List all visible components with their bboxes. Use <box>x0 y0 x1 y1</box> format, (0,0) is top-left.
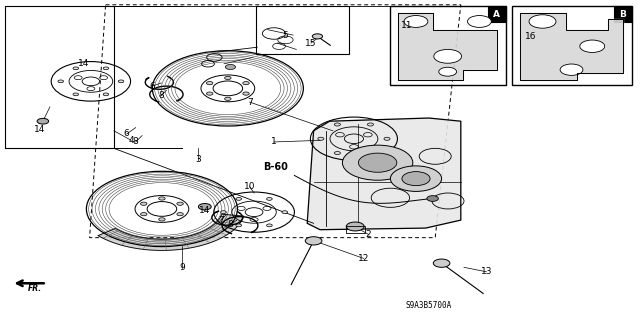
Circle shape <box>439 67 456 76</box>
Circle shape <box>58 80 63 83</box>
Polygon shape <box>398 13 497 80</box>
Bar <box>5 6 114 148</box>
Text: 15: 15 <box>305 39 317 48</box>
Text: 14: 14 <box>199 206 211 215</box>
Circle shape <box>243 92 249 95</box>
Circle shape <box>367 123 374 126</box>
Bar <box>346 226 365 233</box>
Circle shape <box>434 49 461 63</box>
Text: 1: 1 <box>271 137 276 146</box>
Circle shape <box>312 34 323 39</box>
Text: A: A <box>493 10 500 19</box>
Text: 6: 6 <box>124 130 129 138</box>
Text: 10: 10 <box>244 182 255 191</box>
Circle shape <box>318 137 324 140</box>
Text: 7: 7 <box>247 98 252 107</box>
Text: 12: 12 <box>358 254 369 263</box>
Text: 8: 8 <box>159 91 164 100</box>
Circle shape <box>103 67 109 70</box>
Bar <box>512 6 632 85</box>
Circle shape <box>334 152 340 155</box>
Circle shape <box>529 15 556 28</box>
Circle shape <box>221 211 227 213</box>
Circle shape <box>404 16 428 27</box>
Circle shape <box>236 197 241 200</box>
Text: 3: 3 <box>196 155 201 164</box>
Circle shape <box>225 64 236 70</box>
Text: S9A3B5700A: S9A3B5700A <box>406 301 452 310</box>
Text: 4: 4 <box>129 136 134 145</box>
Circle shape <box>282 211 287 213</box>
Text: FR.: FR. <box>28 284 42 293</box>
Bar <box>488 6 506 22</box>
Text: 8: 8 <box>228 220 233 229</box>
Circle shape <box>433 259 450 267</box>
Polygon shape <box>98 214 244 250</box>
Circle shape <box>177 202 183 205</box>
Bar <box>256 6 349 54</box>
Circle shape <box>560 64 583 75</box>
Circle shape <box>267 224 272 227</box>
Circle shape <box>402 172 430 186</box>
Polygon shape <box>307 118 461 230</box>
Circle shape <box>207 82 213 85</box>
Circle shape <box>243 82 249 85</box>
Text: 16: 16 <box>525 32 537 41</box>
Circle shape <box>367 152 374 155</box>
Circle shape <box>390 166 442 191</box>
Circle shape <box>580 40 605 52</box>
Circle shape <box>305 237 322 245</box>
Circle shape <box>225 97 231 100</box>
Text: 13: 13 <box>481 267 492 276</box>
Text: 8: 8 <box>133 137 138 146</box>
Circle shape <box>334 123 340 126</box>
Text: 11: 11 <box>401 21 413 30</box>
Text: 2: 2 <box>366 230 371 239</box>
Circle shape <box>384 137 390 140</box>
Polygon shape <box>520 13 623 80</box>
Circle shape <box>236 224 241 227</box>
Circle shape <box>342 145 413 180</box>
Circle shape <box>37 118 49 124</box>
Bar <box>614 6 632 22</box>
Circle shape <box>73 93 79 96</box>
Circle shape <box>427 196 438 201</box>
Text: B-60: B-60 <box>263 161 287 172</box>
Circle shape <box>358 153 397 172</box>
Text: B: B <box>620 10 626 19</box>
Text: 14: 14 <box>34 125 45 134</box>
Circle shape <box>159 197 165 200</box>
Circle shape <box>159 218 165 221</box>
Circle shape <box>73 67 79 70</box>
Bar <box>390 6 506 85</box>
Text: 6: 6 <box>150 82 155 91</box>
Text: 5: 5 <box>282 31 287 40</box>
Circle shape <box>198 204 211 210</box>
Text: 9: 9 <box>180 263 185 272</box>
Circle shape <box>141 212 147 216</box>
Circle shape <box>467 16 492 27</box>
Text: 7: 7 <box>218 216 223 225</box>
Circle shape <box>207 92 213 95</box>
Circle shape <box>141 202 147 205</box>
Circle shape <box>267 197 272 200</box>
Circle shape <box>346 222 364 231</box>
Circle shape <box>225 76 231 79</box>
Circle shape <box>118 80 124 83</box>
Text: 14: 14 <box>77 59 89 68</box>
Circle shape <box>177 212 183 216</box>
Circle shape <box>103 93 109 96</box>
